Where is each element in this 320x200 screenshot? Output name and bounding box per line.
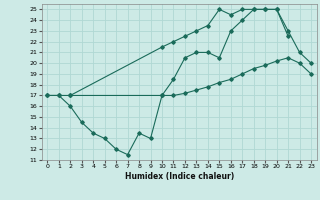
X-axis label: Humidex (Indice chaleur): Humidex (Indice chaleur) bbox=[124, 172, 234, 181]
